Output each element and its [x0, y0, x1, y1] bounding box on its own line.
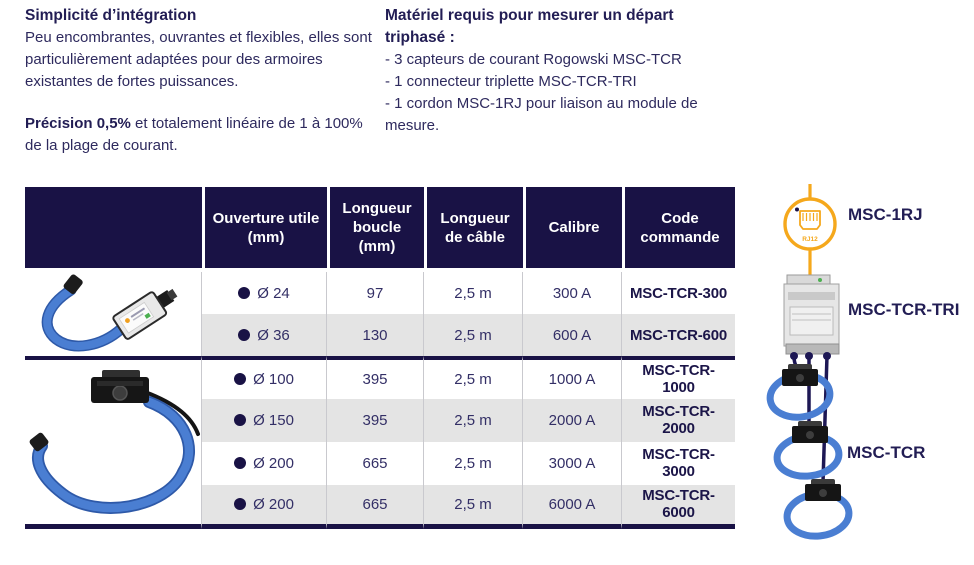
rogowski-large-coil-image [29, 370, 200, 514]
materials-item: - 3 capteurs de courant Rogowski MSC-TCR [385, 51, 682, 68]
cell-boucle: 97 [327, 272, 424, 314]
cell-code: MSC-TCR-300 [622, 272, 735, 314]
table-row: Ø 36 130 2,5 m 600 A MSC-TCR-600 [25, 314, 735, 356]
integration-body: Peu encombrantes, ouvrantes et flexibles… [25, 29, 372, 90]
cell-boucle: 395 [327, 398, 424, 442]
col-header-product [25, 187, 202, 272]
cell-code: MSC-TCR-6000 [622, 484, 735, 529]
cell-code: MSC-TCR-600 [622, 314, 735, 356]
cell-ouverture: Ø 36 [202, 314, 327, 356]
connection-diagram-graphic: RJ12 [766, 184, 853, 540]
materials-item: - 1 cordon MSC-1RJ pour liaison au modul… [385, 95, 698, 134]
integration-section: Simplicité d’intégration Peu encombrante… [25, 5, 373, 157]
terminal-dot [790, 352, 798, 360]
cell-calibre: 3000 A [523, 441, 622, 485]
cell-code: MSC-TCR-1000 [622, 356, 735, 399]
ouverture-value: Ø 150 [253, 411, 294, 429]
rogowski-coil-icon [766, 364, 834, 421]
precision-paragraph: Précision 0,5% et totalement linéaire de… [25, 113, 373, 157]
rogowski-coil-icon [783, 479, 853, 540]
cell-ouverture: Ø 100 [202, 356, 327, 399]
integration-title: Simplicité d’intégration [25, 7, 197, 24]
diameter-dot-icon [234, 497, 247, 510]
cell-cable: 2,5 m [424, 272, 523, 314]
cell-cable: 2,5 m [424, 441, 523, 485]
cell-calibre: 6000 A [523, 484, 622, 529]
diameter-dot-icon [234, 456, 247, 469]
ouverture-value: Ø 36 [257, 326, 290, 344]
materials-section: Matériel requis pour mesurer un départ t… [385, 5, 715, 137]
din-module-image [783, 274, 840, 355]
ouverture-value: Ø 200 [253, 495, 294, 513]
cell-ouverture: Ø 200 [202, 484, 327, 529]
product-table: Ouverture utile (mm) Longueur boucle (mm… [25, 187, 735, 529]
cell-ouverture: Ø 150 [202, 398, 327, 442]
cell-code: MSC-TCR-2000 [622, 398, 735, 442]
cell-ouverture: Ø 24 [202, 272, 327, 314]
materials-item: - 1 connecteur triplette MSC-TCR-TRI [385, 73, 637, 90]
label-msc-tcr-tri: MSC-TCR-TRI [848, 300, 960, 319]
rogowski-large-photo-cell [25, 356, 202, 529]
diameter-dot-icon [238, 328, 251, 341]
diameter-dot-icon [234, 372, 247, 385]
rogowski-small-photo-cell [25, 272, 202, 356]
cell-boucle: 130 [327, 314, 424, 356]
cell-calibre: 1000 A [523, 356, 622, 399]
rogowski-small-coil-image [41, 274, 178, 352]
col-header-code: Code commande [622, 187, 735, 272]
cell-boucle: 665 [327, 484, 424, 529]
sensor-head [91, 370, 149, 403]
ouverture-value: Ø 100 [253, 370, 294, 388]
table-row: Ø 24 97 2,5 m 300 A MSC-TCR-300 [25, 272, 735, 356]
terminal-dot [805, 352, 813, 360]
terminal-dot [823, 352, 831, 360]
diameter-dot-icon [234, 413, 247, 426]
label-msc-1rj: MSC-1RJ [848, 205, 923, 224]
col-header-calibre: Calibre [523, 187, 622, 272]
rogowski-coil-icon [773, 421, 843, 480]
cell-boucle: 665 [327, 441, 424, 485]
table-row: Ø 200 665 2,5 m 6000 A MSC-TCR-6000 [25, 484, 735, 529]
col-header-cable: Longueur de câble [424, 187, 523, 272]
table-row: Ø 200 665 2,5 m 3000 A MSC-TCR-3000 [25, 441, 735, 485]
col-header-ouverture: Ouverture utile (mm) [202, 187, 327, 272]
diameter-dot-icon [238, 286, 251, 299]
precision-rest: et totalement linéaire de 1 à 100% de la… [25, 115, 363, 154]
cell-cable: 2,5 m [424, 484, 523, 529]
cell-cable: 2,5 m [424, 314, 523, 356]
cell-calibre: 2000 A [523, 398, 622, 442]
cell-code: MSC-TCR-3000 [622, 441, 735, 485]
materials-title: Matériel requis pour mesurer un départ t… [385, 7, 674, 46]
cell-cable: 2,5 m [424, 356, 523, 399]
label-msc-tcr: MSC-TCR [847, 443, 926, 462]
cell-boucle: 395 [327, 356, 424, 399]
sensor-body [112, 288, 178, 340]
table-row: Ø 150 395 2,5 m 2000 A MSC-TCR-2000 [25, 398, 735, 442]
table-header-row: Ouverture utile (mm) Longueur boucle (mm… [25, 187, 735, 272]
table-row: Ø 100 395 2,5 m 1000 A MSC-TCR-1000 [25, 356, 735, 529]
ouverture-value: Ø 200 [253, 454, 294, 472]
connection-diagram: RJ12 [760, 180, 974, 565]
coil-end-cap [29, 432, 49, 452]
col-header-boucle: Longueur boucle (mm) [327, 187, 424, 272]
rj12-label: RJ12 [802, 236, 818, 243]
cell-calibre: 600 A [523, 314, 622, 356]
ouverture-value: Ø 24 [257, 284, 290, 302]
cell-cable: 2,5 m [424, 398, 523, 442]
rj12-icon: RJ12 [783, 197, 837, 251]
precision-bold: Précision 0,5% [25, 115, 131, 132]
coil-end-cap [63, 274, 83, 295]
cell-calibre: 300 A [523, 272, 622, 314]
cell-ouverture: Ø 200 [202, 441, 327, 485]
